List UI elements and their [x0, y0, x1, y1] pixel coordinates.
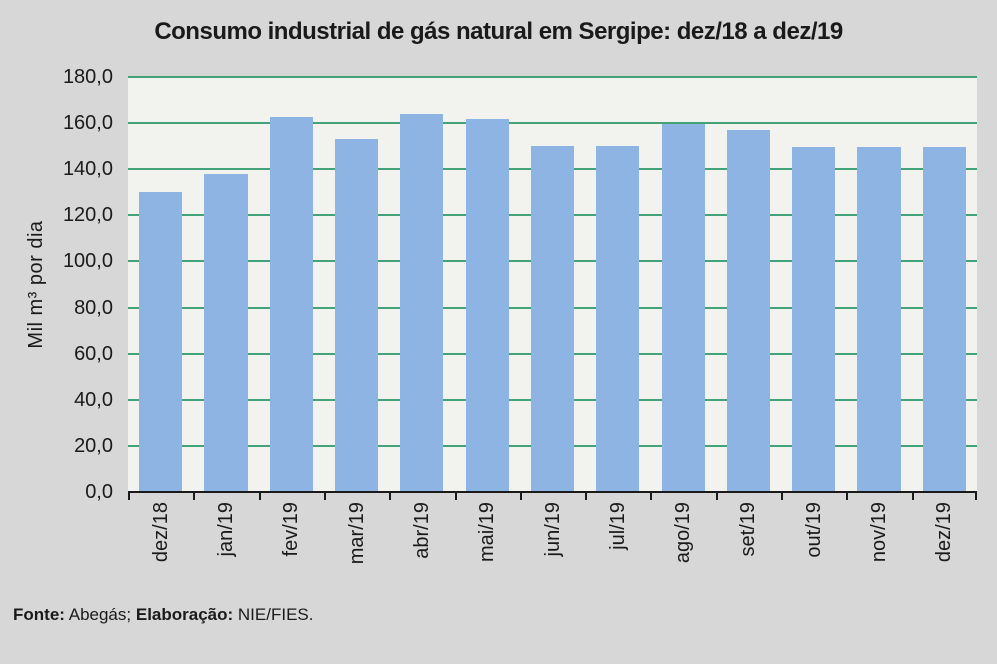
x-axis-tick — [323, 492, 326, 500]
plot-area — [128, 76, 977, 500]
x-axis-label: mai/19 — [476, 502, 499, 563]
bar-0 — [139, 192, 183, 492]
x-axis-tick — [258, 492, 261, 500]
x-axis-label: dez/19 — [933, 502, 956, 563]
x-axis-tick — [975, 492, 977, 500]
bar-5 — [465, 118, 509, 492]
bar-2 — [269, 117, 313, 492]
x-axis-tick — [911, 492, 914, 500]
x-axis-label: set/19 — [737, 502, 760, 557]
y-axis-tick-label: 0,0 — [85, 481, 113, 503]
x-axis-tick — [715, 492, 718, 500]
y-axis-tick-label: 120,0 — [62, 204, 113, 227]
x-axis-tick — [781, 492, 784, 500]
y-axis-tick-label: 180,0 — [62, 66, 113, 88]
y-axis-tick-label: 20,0 — [74, 434, 113, 457]
bar-6 — [530, 146, 575, 492]
bar-12 — [922, 147, 966, 492]
y-axis-tick-label: 140,0 — [62, 158, 113, 181]
y-axis-tick-label: 80,0 — [74, 296, 113, 319]
bar-11 — [857, 147, 901, 492]
x-axis-labels: dez/18 jan/19 fev/19 mar/19 abr/19 mai/19 jun/… — [128, 499, 977, 591]
x-axis-tick — [585, 492, 588, 500]
x-axis-tick — [389, 492, 392, 500]
bar-7 — [596, 146, 640, 492]
y-axis-tick-label: 40,0 — [74, 388, 113, 411]
x-axis-label: fev/19 — [280, 502, 303, 557]
x-axis-label: mar/19 — [345, 502, 368, 565]
x-axis-label: jun/19 — [541, 502, 564, 557]
y-axis-tick-labels: 0,0 20,0 40,0 60,0 80,0 100,0 120,0 140,0 160,0 1… — [0, 66, 113, 503]
bar-8 — [661, 124, 705, 492]
x-axis-tick — [519, 492, 522, 500]
x-axis-tick — [128, 492, 130, 500]
chart-title: Consumo industrial de gás natural em Ser… — [154, 18, 843, 45]
y-axis-tick-label: 60,0 — [74, 342, 113, 365]
source-value: Abegás; — [68, 605, 132, 624]
x-axis-label: ago/19 — [672, 502, 695, 564]
y-axis-tick-label: 160,0 — [62, 112, 113, 135]
y-axis-tick-label: 100,0 — [62, 250, 113, 273]
bar-3 — [335, 139, 379, 492]
x-axis-label: nov/19 — [868, 502, 891, 563]
elaboration-value: NIE/FIES. — [237, 605, 314, 624]
x-axis-label: jul/19 — [606, 502, 629, 550]
gridline-180 — [128, 76, 977, 79]
source-note: Fonte: Abegás; Elaboração: NIE/FIES. — [13, 605, 313, 625]
gridline-160 — [128, 122, 977, 125]
x-axis-label: out/19 — [802, 502, 825, 558]
x-axis-label: abr/19 — [410, 502, 433, 559]
x-axis-tick — [454, 492, 457, 500]
x-axis-tick — [193, 492, 196, 500]
source-label: Fonte: — [13, 605, 65, 624]
bar-1 — [204, 173, 248, 492]
x-axis-tick — [846, 492, 849, 500]
x-axis-tick — [650, 492, 653, 500]
bar-10 — [792, 147, 836, 492]
x-axis-line — [128, 491, 977, 493]
bar-4 — [400, 113, 444, 492]
elaboration-label: Elaboração: — [135, 605, 234, 624]
x-axis-label: dez/18 — [149, 502, 172, 563]
x-axis-label: jan/19 — [214, 502, 237, 557]
bar-9 — [726, 130, 770, 492]
